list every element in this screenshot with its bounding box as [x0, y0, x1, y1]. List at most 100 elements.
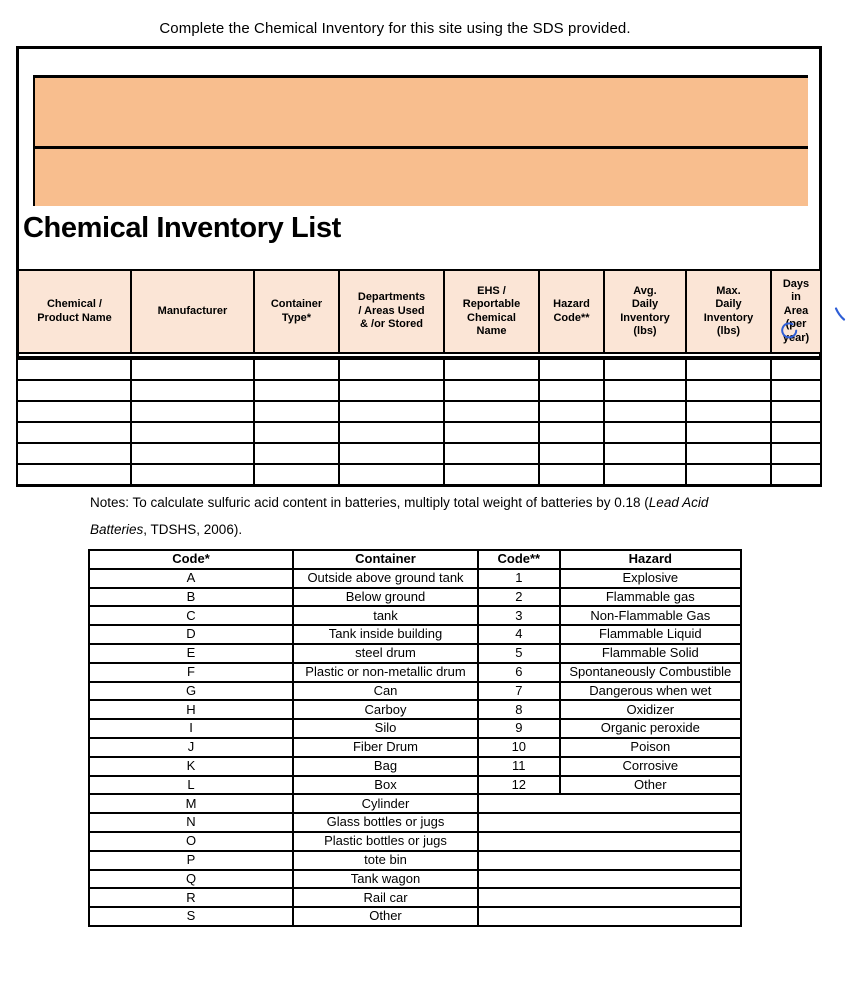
container-type-cell: Cylinder: [292, 793, 479, 815]
inventory-cell[interactable]: [605, 402, 687, 423]
container-type-cell: Tank inside building: [292, 624, 479, 645]
container-code-cell: F: [88, 661, 294, 683]
inventory-cell[interactable]: [445, 360, 540, 381]
container-code-cell: I: [88, 718, 294, 739]
inventory-cell[interactable]: [687, 381, 772, 402]
codes-table-row: F Plastic or non-metallic drum 6 Spontaneou…: [88, 661, 743, 683]
inventory-cell[interactable]: [687, 402, 772, 423]
codes-header-cell: Hazard: [558, 549, 743, 570]
container-code-cell: B: [88, 586, 294, 608]
column-header-cell: Manufacturer: [132, 269, 255, 354]
inventory-cell[interactable]: [16, 444, 132, 465]
inventory-cell[interactable]: [340, 360, 445, 381]
codes-table-row: D Tank inside building 4 Flammable Liquid: [88, 624, 743, 645]
inventory-cell[interactable]: [540, 360, 605, 381]
inventory-cell[interactable]: [340, 465, 445, 486]
inventory-cell[interactable]: [16, 423, 132, 444]
page-title: Chemical Inventory List: [23, 212, 341, 244]
inventory-cell[interactable]: [255, 381, 340, 402]
container-code-cell: P: [88, 849, 294, 871]
inventory-cell[interactable]: [605, 381, 687, 402]
hazard-code-cell: 5: [477, 642, 561, 664]
inventory-cell[interactable]: [340, 444, 445, 465]
inventory-cell[interactable]: [687, 465, 772, 486]
inventory-cell[interactable]: [16, 381, 132, 402]
inventory-cell[interactable]: [132, 360, 255, 381]
inventory-cell[interactable]: [255, 360, 340, 381]
inventory-cell[interactable]: [132, 444, 255, 465]
inventory-cell[interactable]: [132, 465, 255, 486]
inventory-cell[interactable]: [255, 444, 340, 465]
inventory-cell[interactable]: [132, 423, 255, 444]
inventory-cell[interactable]: [255, 465, 340, 486]
codes-table-row: B Below ground 2 Flammable gas: [88, 586, 743, 608]
inventory-cell[interactable]: [132, 402, 255, 423]
inventory-cell[interactable]: [540, 423, 605, 444]
inventory-cell[interactable]: [340, 423, 445, 444]
inventory-cell[interactable]: [340, 381, 445, 402]
inventory-cell[interactable]: [132, 381, 255, 402]
codes-header-cell: Code*: [88, 549, 294, 570]
inventory-cell[interactable]: [16, 465, 132, 486]
container-type-cell: Box: [292, 774, 479, 796]
inventory-cell[interactable]: [687, 360, 772, 381]
container-type-cell: Carboy: [292, 699, 479, 721]
hazard-name-cell: Dangerous when wet: [558, 680, 743, 702]
inventory-cell[interactable]: [687, 444, 772, 465]
inventory-cell[interactable]: [772, 381, 822, 402]
blue-check-mark: [834, 307, 846, 321]
inventory-cell[interactable]: [772, 360, 822, 381]
inventory-cell[interactable]: [445, 402, 540, 423]
inventory-cell[interactable]: [255, 402, 340, 423]
inventory-cell[interactable]: [445, 423, 540, 444]
codes-table-row: S Other: [88, 906, 742, 927]
inventory-cell[interactable]: [605, 423, 687, 444]
hazard-code-cell: 7: [477, 680, 561, 702]
container-code-cell: E: [88, 642, 294, 664]
hazard-code-cell: 2: [477, 586, 561, 608]
empty-hazard-cell: [477, 830, 742, 852]
column-header-cell: Hazard Code**: [540, 269, 605, 354]
inventory-cell[interactable]: [445, 381, 540, 402]
hazard-code-cell: 9: [477, 718, 561, 739]
codes-reference-table: Code* Container Code** Hazard A Outside above…: [88, 549, 743, 927]
hazard-name-cell: Oxidizer: [558, 699, 743, 721]
inventory-cell[interactable]: [687, 423, 772, 444]
inventory-cell[interactable]: [772, 402, 822, 423]
codes-table-row: N Glass bottles or jugs: [88, 812, 742, 833]
inventory-cell[interactable]: [445, 465, 540, 486]
container-type-cell: Glass bottles or jugs: [292, 812, 479, 833]
container-type-cell: Rail car: [292, 887, 479, 909]
inventory-cell[interactable]: [540, 444, 605, 465]
container-type-cell: Silo: [292, 718, 479, 739]
inventory-cell[interactable]: [16, 360, 132, 381]
container-type-cell: Below ground: [292, 586, 479, 608]
inventory-cell[interactable]: [540, 381, 605, 402]
codes-header-cell: Code**: [477, 549, 561, 570]
inventory-cell[interactable]: [605, 465, 687, 486]
column-header-cell: Days in Area (per year): [772, 269, 822, 354]
inventory-cell[interactable]: [772, 423, 822, 444]
site-header-fill-in-block[interactable]: [33, 75, 808, 206]
inventory-cell[interactable]: [340, 402, 445, 423]
hazard-name-cell: Non-Flammable Gas: [558, 605, 743, 627]
inventory-table-body: [16, 356, 822, 486]
inventory-cell[interactable]: [255, 423, 340, 444]
container-code-cell: H: [88, 699, 294, 721]
container-type-cell: Other: [292, 906, 479, 927]
inventory-cell[interactable]: [540, 402, 605, 423]
container-type-cell: Plastic or non-metallic drum: [292, 661, 479, 683]
inventory-cell[interactable]: [540, 465, 605, 486]
inventory-cell[interactable]: [605, 360, 687, 381]
hazard-code-cell: 10: [477, 736, 561, 758]
inventory-cell[interactable]: [772, 465, 822, 486]
inventory-cell[interactable]: [16, 402, 132, 423]
inventory-cell[interactable]: [772, 444, 822, 465]
container-type-cell: Can: [292, 680, 479, 702]
inventory-cell[interactable]: [445, 444, 540, 465]
column-header-cell: Chemical / Product Name: [17, 269, 132, 354]
container-type-cell: tote bin: [292, 849, 479, 871]
column-header-cell: Departments / Areas Used & /or Stored: [340, 269, 445, 354]
inventory-cell[interactable]: [605, 444, 687, 465]
